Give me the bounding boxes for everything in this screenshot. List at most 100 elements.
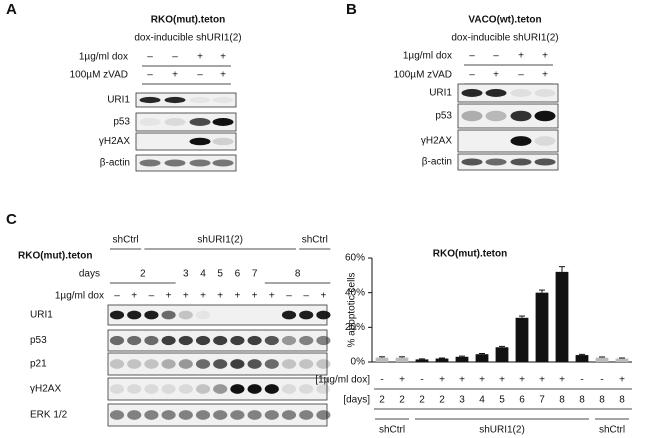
y-tick-label: 20%	[345, 322, 365, 333]
blot-band	[461, 89, 483, 97]
group-label: shCtrl	[379, 425, 405, 436]
bar	[455, 356, 469, 362]
blot-label: p21	[30, 359, 47, 370]
bar	[375, 357, 389, 362]
x-tick-label: -	[380, 375, 383, 386]
bar	[615, 358, 629, 362]
panel-subtitle: dox-inducible shURI1(2)	[451, 33, 558, 44]
bar	[555, 271, 569, 362]
x-tick-label: +	[399, 375, 405, 386]
error-bar	[399, 356, 405, 358]
bar	[595, 357, 609, 362]
bar	[575, 355, 589, 362]
blot-band	[109, 410, 125, 420]
error-bar	[439, 357, 445, 359]
panel-label: A	[6, 1, 17, 18]
blot-band	[195, 310, 211, 320]
sign: +	[197, 52, 203, 63]
blot	[457, 153, 559, 171]
blot-band	[144, 359, 159, 369]
sign: –	[493, 51, 499, 62]
blot-band	[195, 335, 211, 346]
blot-band	[127, 410, 142, 420]
sign: –	[303, 291, 309, 302]
blot-band	[189, 118, 211, 126]
blot-band	[247, 335, 262, 346]
sign: –	[114, 291, 120, 302]
blot	[135, 92, 237, 108]
blot-band	[144, 335, 159, 346]
sign: +	[252, 291, 258, 302]
blot-band	[510, 158, 532, 166]
panel-label: B	[346, 1, 357, 18]
blot-band	[178, 310, 193, 320]
blot-band	[127, 310, 142, 320]
blot-label: URI1	[107, 95, 130, 106]
x-tick-label: +	[439, 375, 445, 386]
group-label: shURI1(2)	[197, 235, 243, 246]
bar	[395, 357, 409, 362]
x-tick-label: 5	[499, 395, 505, 406]
blot-band	[195, 384, 211, 394]
x-tick-label: 8	[559, 395, 565, 406]
row-label: 1µg/ml dox	[403, 51, 452, 62]
sign: +	[542, 51, 548, 62]
error-bar	[619, 357, 625, 359]
sign: +	[172, 70, 178, 81]
sign: +	[518, 51, 524, 62]
blot-label: URI1	[429, 88, 452, 99]
error-bar	[419, 358, 425, 360]
blot-label: p53	[435, 111, 452, 122]
blot-band	[144, 410, 159, 420]
sign: –	[197, 70, 203, 81]
row-label: 1µg/ml dox	[79, 52, 128, 63]
sign: –	[147, 70, 153, 81]
sign: +	[320, 291, 326, 302]
sign: –	[172, 52, 178, 63]
y-tick-label: 0%	[351, 357, 366, 368]
chart-title: RKO(mut).teton	[433, 249, 507, 260]
blot-band	[164, 159, 186, 167]
blot-band	[461, 158, 483, 166]
bar	[435, 358, 449, 362]
blot-band	[161, 310, 176, 320]
y-axis-label: % apoptotic cells	[347, 272, 358, 347]
blot-band	[161, 410, 176, 420]
sign: +	[183, 291, 189, 302]
bar	[535, 292, 549, 362]
x-tick-label: 2	[379, 395, 385, 406]
blot-band	[230, 410, 245, 420]
error-bar	[379, 356, 385, 358]
x-tick-label: +	[539, 375, 545, 386]
blot-band	[109, 335, 125, 346]
blot-band	[189, 96, 211, 104]
blot-band	[299, 335, 314, 346]
x-tick-label: 3	[459, 395, 465, 406]
panel-title: RKO(mut).teton	[18, 251, 92, 262]
x-tick-label: 7	[539, 395, 545, 406]
x-tick-label: -	[420, 375, 423, 386]
x-tick-label: 8	[619, 395, 625, 406]
y-tick-label: 40%	[345, 287, 365, 298]
sign: +	[200, 291, 206, 302]
blot-band	[510, 136, 532, 146]
panel-title: RKO(mut).teton	[151, 15, 225, 26]
blot-band	[247, 384, 262, 394]
blot-band	[213, 410, 228, 420]
sign: –	[469, 70, 475, 81]
x-tick-label: 2	[419, 395, 425, 406]
x-tick-label: +	[559, 375, 565, 386]
bar	[495, 347, 509, 362]
blot-band	[189, 137, 211, 146]
blot-band	[127, 359, 142, 369]
row-label: [1µg/ml dox]	[315, 375, 370, 386]
blot-band	[109, 359, 125, 369]
blot-band	[212, 137, 234, 146]
blot-label: γH2AX	[30, 384, 61, 395]
error-bar	[519, 315, 525, 318]
blot-band	[247, 410, 262, 420]
sign: +	[220, 70, 226, 81]
group-label: shCtrl	[113, 235, 139, 246]
blot-band	[485, 158, 507, 166]
x-tick-label: +	[519, 375, 525, 386]
